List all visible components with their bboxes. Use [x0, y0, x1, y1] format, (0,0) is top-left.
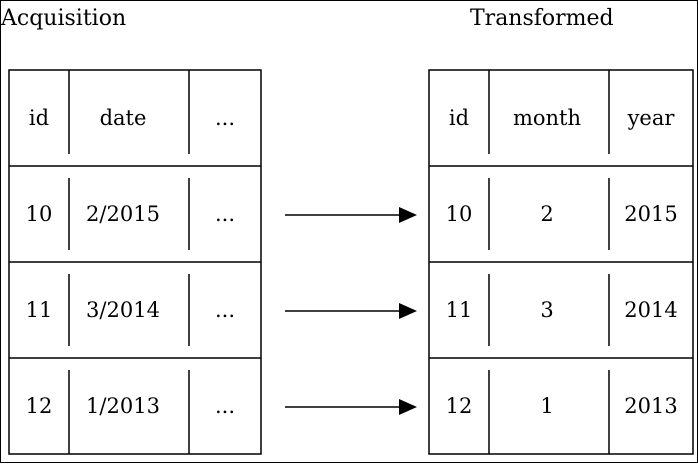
transform-arrow — [285, 303, 417, 319]
acquisition-table: id date ... 10 2/2015 ... 11 3/2014 ... 12 1/2013.… — [9, 70, 261, 454]
arrowhead-icon — [399, 303, 417, 319]
acquisition-data-cell: 12 — [26, 394, 53, 418]
transformed-data-cell: 12 — [446, 394, 473, 418]
transform-arrows — [285, 207, 417, 415]
transformed-data-cell: 3 — [540, 298, 553, 322]
acquisition-data-cell: ... — [215, 298, 235, 322]
acquisition-data-cell: 2/2015 — [86, 202, 160, 226]
transform-arrow — [285, 399, 417, 415]
transformed-header-cell: id — [449, 106, 469, 130]
acquisition-data-cell: 1/2013 — [86, 394, 160, 418]
transformed-data-cell: 1 — [540, 394, 553, 418]
transformed-data-cell: 10 — [446, 202, 473, 226]
transformed-data-cell: 11 — [446, 298, 473, 322]
transform-arrow — [285, 207, 417, 223]
transformed-data-cell: 2013 — [624, 394, 677, 418]
acquisition-header-cell: ... — [215, 106, 235, 130]
transformed-data-cell: 2015 — [624, 202, 677, 226]
acquisition-data-cell: 3/2014 — [86, 298, 160, 322]
acquisition-data-cell: ... — [215, 202, 235, 226]
acquisition-data-cell: 11 — [26, 298, 53, 322]
arrowhead-icon — [399, 207, 417, 223]
acquisition-header-cell: id — [29, 106, 49, 130]
transformed-header-cell: month — [513, 106, 581, 130]
transformed-data-cell: 2014 — [624, 298, 677, 322]
acquisition-header-cell: date — [100, 106, 147, 130]
transformed-header-cell: year — [627, 106, 676, 130]
acquisition-data-cell: 10 — [26, 202, 53, 226]
acquisition-data-cell: ... — [215, 394, 235, 418]
transformed-data-cell: 2 — [540, 202, 553, 226]
transformed-table: id month year 10 2 2015 11 3 2014 12 1 2013 — [429, 70, 693, 454]
arrowhead-icon — [399, 399, 417, 415]
